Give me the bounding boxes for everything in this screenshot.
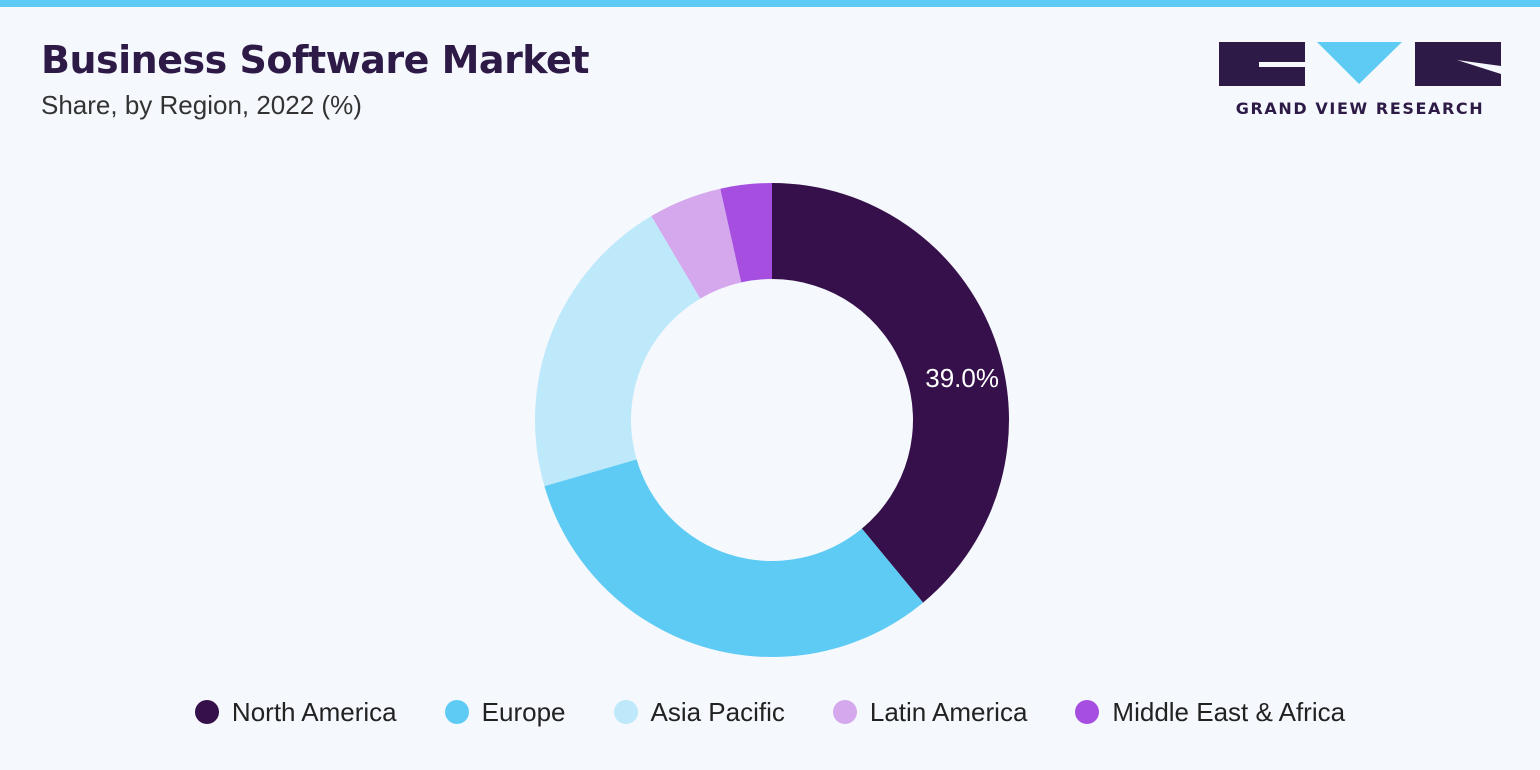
legend-label: Europe: [481, 696, 566, 727]
donut-slice-asia-pacific: [535, 216, 701, 487]
legend-swatch: [1075, 700, 1100, 724]
chart-subtitle: Share, by Region, 2022 (%): [41, 90, 362, 120]
legend-label: North America: [231, 696, 397, 727]
legend-label: Asia Pacific: [650, 696, 785, 727]
data-label: 39.0%: [925, 363, 999, 393]
chart-title: Business Software Market: [41, 38, 590, 82]
legend-label: Middle East & Africa: [1112, 696, 1346, 727]
legend-label: Latin America: [869, 696, 1028, 727]
donut-slice-europe: [544, 459, 924, 657]
logo-g-notch: [1259, 62, 1305, 67]
legend-swatch: [613, 700, 638, 724]
logo-text: GRAND VIEW RESEARCH: [1235, 99, 1485, 118]
logo-v-triangle: [1317, 42, 1402, 84]
grand-view-research-logo: [1219, 42, 1501, 86]
logo-r-notch: [1457, 60, 1501, 74]
top-accent-bar: [0, 0, 1540, 7]
donut-slice-north-america: [772, 183, 1009, 603]
legend-swatch: [194, 700, 219, 724]
chart-legend: North America Europe Asia Pacific Latin Ame…: [0, 692, 1540, 732]
legend-swatch: [444, 700, 469, 724]
legend-item: Europe: [444, 696, 566, 728]
legend-swatch: [832, 700, 857, 724]
donut-slice-middle-east-africa: [720, 183, 772, 283]
legend-item: Middle East & Africa: [1075, 697, 1345, 728]
legend-item: Latin America: [832, 696, 1028, 728]
legend-item: Asia Pacific: [613, 696, 785, 728]
donut-chart: 39.0%: [535, 183, 1009, 657]
donut-slice-latin-america: [651, 188, 742, 299]
logo-r-block: [1415, 42, 1501, 86]
legend-item: North America: [194, 696, 397, 728]
